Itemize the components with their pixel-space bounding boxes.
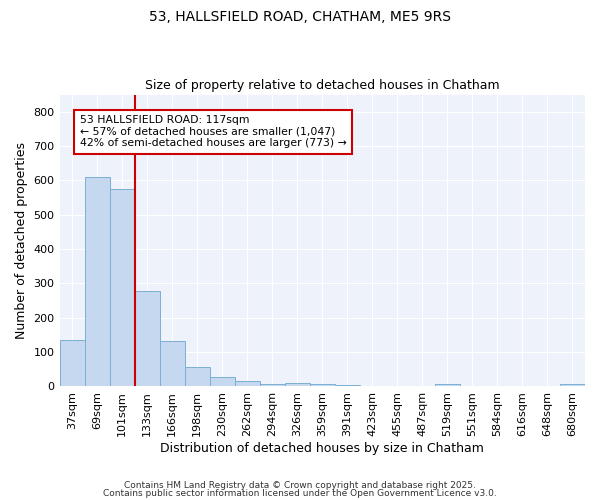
Bar bbox=[85, 177, 110, 386]
Bar bbox=[209, 377, 235, 386]
Bar bbox=[160, 341, 185, 386]
Bar bbox=[110, 189, 134, 386]
Bar bbox=[260, 384, 285, 386]
Bar bbox=[185, 366, 209, 386]
Bar bbox=[435, 384, 460, 386]
X-axis label: Distribution of detached houses by size in Chatham: Distribution of detached houses by size … bbox=[160, 442, 484, 455]
Bar bbox=[235, 381, 260, 386]
Bar bbox=[310, 384, 335, 386]
Text: 53 HALLSFIELD ROAD: 117sqm
← 57% of detached houses are smaller (1,047)
42% of s: 53 HALLSFIELD ROAD: 117sqm ← 57% of deta… bbox=[80, 115, 346, 148]
Title: Size of property relative to detached houses in Chatham: Size of property relative to detached ho… bbox=[145, 79, 500, 92]
Bar bbox=[59, 340, 85, 386]
Text: Contains public sector information licensed under the Open Government Licence v3: Contains public sector information licen… bbox=[103, 488, 497, 498]
Y-axis label: Number of detached properties: Number of detached properties bbox=[15, 142, 28, 339]
Bar bbox=[285, 384, 310, 386]
Text: 53, HALLSFIELD ROAD, CHATHAM, ME5 9RS: 53, HALLSFIELD ROAD, CHATHAM, ME5 9RS bbox=[149, 10, 451, 24]
Bar bbox=[134, 291, 160, 386]
Bar bbox=[335, 384, 360, 386]
Text: Contains HM Land Registry data © Crown copyright and database right 2025.: Contains HM Land Registry data © Crown c… bbox=[124, 481, 476, 490]
Bar bbox=[560, 384, 585, 386]
